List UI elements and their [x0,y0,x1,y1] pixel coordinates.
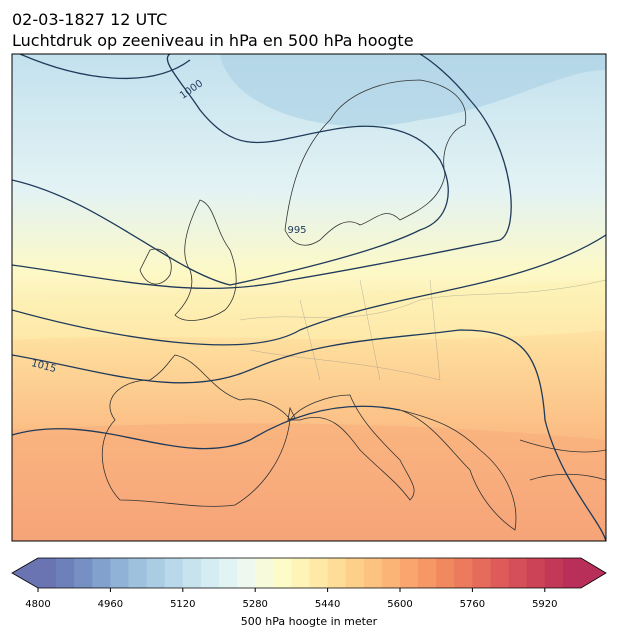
height-band [12,423,606,541]
colorbar-outline [11,557,607,589]
colorbar-tick-label: 5280 [242,599,267,610]
colorbar-band [526,558,546,588]
isobar-label: 995 [287,225,306,236]
colorbar-band [454,558,473,588]
colorbar-extend-low [12,558,38,588]
isobars [12,54,606,541]
colorbar-tick-label: 4800 [25,599,50,610]
colorbar-band [291,558,310,588]
borders [239,279,606,381]
colorbar-tick-label: 5920 [532,599,557,610]
colorbar-extend-high [581,558,606,588]
colorbar-band [146,558,166,588]
colorbar-tick-label: 5440 [315,599,340,610]
colorbar-band [562,558,582,588]
height-band [220,54,606,127]
colorbar-band [237,558,256,588]
colorbar-band [381,558,401,588]
colorbar-band [508,558,528,588]
colorbar-band [273,558,292,588]
colorbar-band [74,558,93,588]
colorbar-band [219,558,238,588]
colorbar-band [436,558,455,588]
colorbar-label: 500 hPa hoogte in meter [241,615,378,628]
colorbar-band [92,558,111,588]
colorbar-tick-label: 4960 [98,599,123,610]
map-frame [11,53,607,542]
map-title: Luchtdruk op zeeniveau in hPa en 500 hPa… [12,31,414,50]
colorbar-band [327,558,347,588]
colorbar-band [472,558,491,588]
map-date: 02-03-1827 12 UTC [12,10,167,29]
colorbar-band [544,558,564,588]
colorbar-band [309,558,329,588]
colorbar-band [490,558,510,588]
colorbar-band [164,558,184,588]
colorbar-band [182,558,202,588]
colorbar-band [56,558,75,588]
colorbar-tick-label: 5600 [387,599,412,610]
colorbar-band [110,558,129,588]
colorbar-tick-label: 5760 [460,599,485,610]
colorbar-band [200,558,220,588]
map-area: 1000 995 1015 [12,54,606,541]
colorbar-band [128,558,148,588]
coastlines [101,79,606,531]
colorbar-band [400,558,419,588]
colorbar-band [363,558,383,588]
colorbar-band [38,558,57,588]
colorbar: 4800 4960 5120 5280 5440 5600 5760 5920 [11,557,607,610]
colorbar-tick-label: 5120 [170,599,195,610]
colorbar-band [345,558,365,588]
colorbar-band [255,558,274,588]
colorbar-band [418,558,437,588]
height-band [12,280,606,340]
